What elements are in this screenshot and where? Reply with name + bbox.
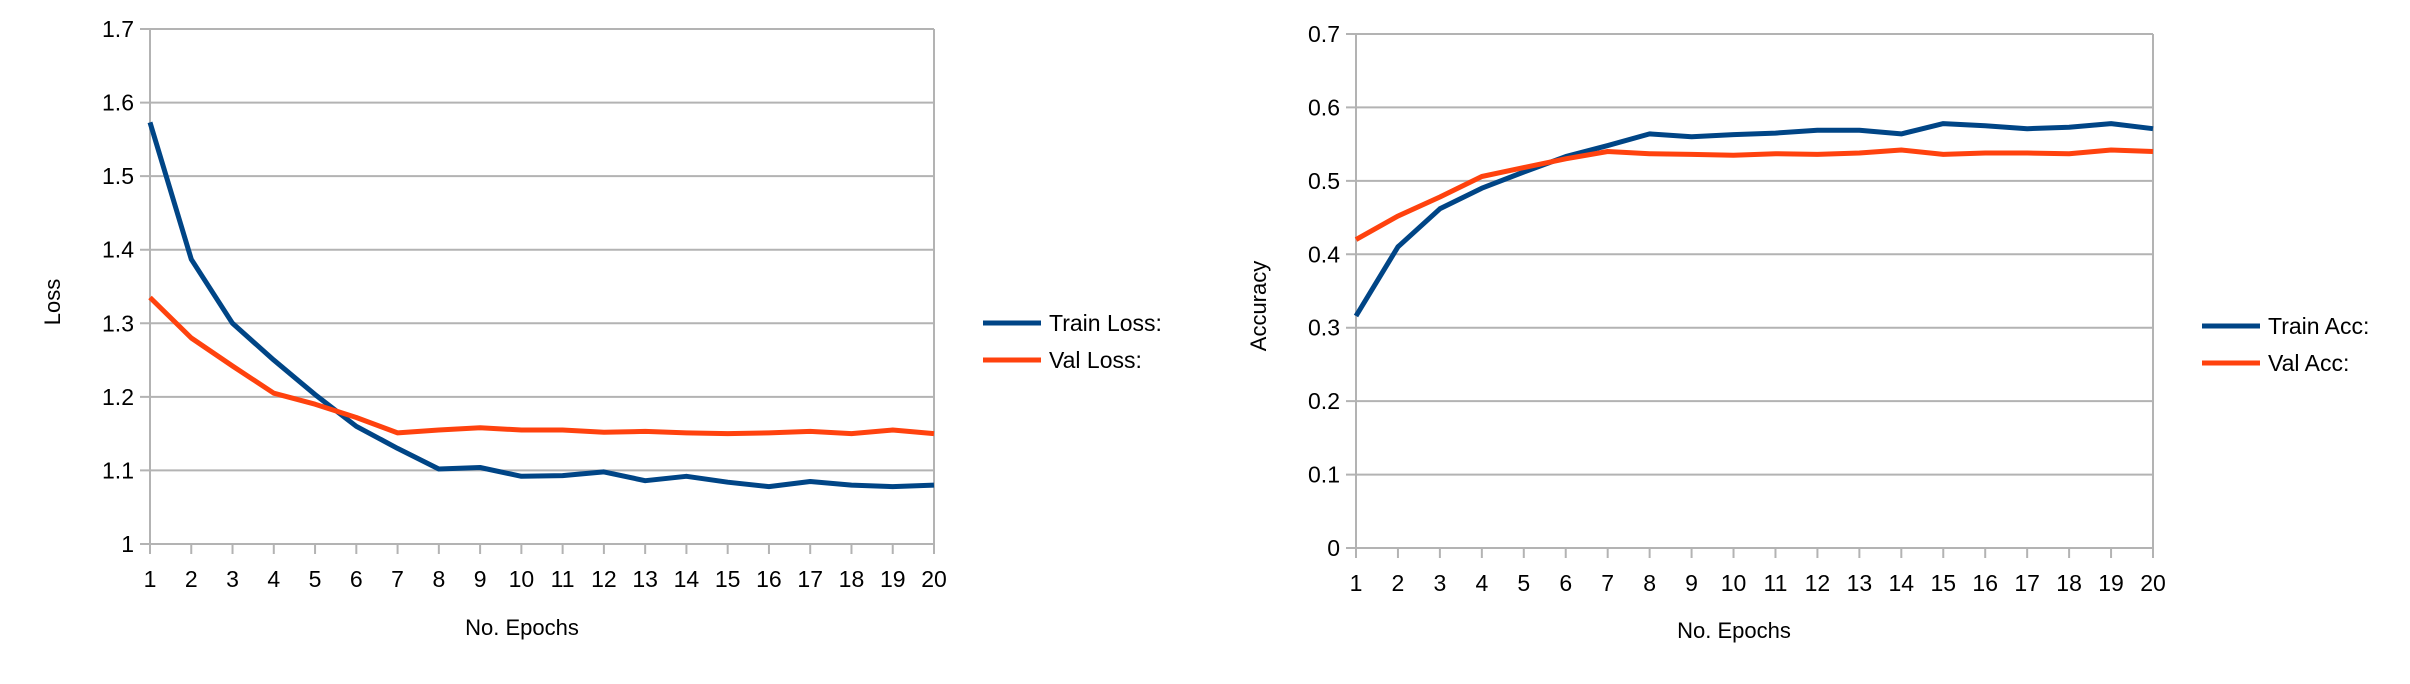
loss-x-tick-label: 16 [756, 566, 782, 592]
loss-x-tick-label: 1 [144, 566, 157, 592]
loss-y-tick-label: 1.7 [102, 16, 134, 42]
accuracy-x-tick-label: 15 [1930, 570, 1956, 596]
legend-label-val-loss: Val Loss: [1049, 347, 1142, 373]
loss-x-tick-label: 18 [839, 566, 865, 592]
accuracy-x-tick-label: 3 [1433, 570, 1446, 596]
loss-x-tick-label: 4 [267, 566, 280, 592]
accuracy-x-tick-label: 4 [1475, 570, 1488, 596]
loss-y-tick-label: 1.2 [102, 384, 134, 410]
loss-x-tick-label: 12 [591, 566, 617, 592]
loss-y-tick-label: 1.5 [102, 163, 134, 189]
loss-x-tick-label: 20 [921, 566, 947, 592]
loss-x-axis-title: No. Epochs [465, 615, 579, 640]
accuracy-y-tick-label: 0.1 [1308, 462, 1340, 488]
loss-x-tick-label: 9 [474, 566, 487, 592]
accuracy-y-tick-label: 0.5 [1308, 168, 1340, 194]
accuracy-axes [1355, 34, 2154, 558]
accuracy-x-tick-label: 16 [1972, 570, 1998, 596]
loss-x-tick-label: 10 [509, 566, 535, 592]
loss-x-tick-label: 11 [551, 566, 575, 592]
loss-y-tick-label: 1.4 [102, 237, 134, 263]
accuracy-x-tick-labels: 1 2 3 4 5 6 7 8 9 10 11 12 13 14 15 16 17 18 19 20 [1350, 570, 2166, 596]
loss-y-axis-title: Loss [40, 279, 65, 325]
loss-x-tick-label: 13 [632, 566, 658, 592]
loss-x-tick-label: 2 [185, 566, 198, 592]
accuracy-y-tick-labels: 0 0.1 0.2 0.3 0.4 0.5 0.6 0.7 [1308, 21, 1340, 561]
loss-y-tick-label: 1 [121, 531, 134, 557]
accuracy-legend: Train Acc: Val Acc: [2202, 313, 2369, 376]
accuracy-x-axis-title: No. Epochs [1677, 618, 1791, 643]
loss-x-tick-label: 14 [674, 566, 700, 592]
legend-label-train-loss: Train Loss: [1049, 310, 1162, 336]
accuracy-x-tick-label: 12 [1805, 570, 1831, 596]
loss-chart: 11.11.21.31.41.51.61.7 1 2 3 4 5 6 7 8 9 10 11 12 13… [40, 16, 1162, 640]
loss-series-line-train-loss [147, 121, 935, 490]
loss-x-tick-label: 19 [880, 566, 906, 592]
loss-x-tick-label: 17 [797, 566, 823, 592]
loss-gridlines [140, 28, 934, 545]
loss-x-tick-label: 3 [226, 566, 239, 592]
loss-series-group [147, 121, 935, 490]
accuracy-x-tick-label: 6 [1559, 570, 1572, 596]
accuracy-y-tick-label: 0.4 [1308, 241, 1340, 267]
accuracy-x-tick-label: 10 [1721, 570, 1747, 596]
accuracy-x-tick-label: 8 [1643, 570, 1656, 596]
loss-x-tick-label: 6 [350, 566, 363, 592]
loss-y-tick-labels: 1 1.1 1.2 1.3 1.4 1.5 1.6 1.7 [102, 16, 134, 557]
accuracy-x-tick-label: 7 [1601, 570, 1614, 596]
accuracy-x-tick-label: 5 [1517, 570, 1530, 596]
accuracy-x-tick-label: 11 [1764, 570, 1788, 596]
accuracy-x-tick-label: 13 [1847, 570, 1873, 596]
loss-x-tick-label: 15 [715, 566, 741, 592]
accuracy-y-axis-title: Accuracy [1246, 261, 1271, 351]
accuracy-series-line-train-acc [1353, 121, 2154, 318]
accuracy-x-tick-label: 2 [1392, 570, 1405, 596]
accuracy-x-tick-label: 17 [2014, 570, 2040, 596]
loss-x-tick-label: 8 [432, 566, 445, 592]
accuracy-series-group [1353, 121, 2154, 318]
accuracy-x-tick-label: 9 [1685, 570, 1698, 596]
loss-axes [149, 29, 935, 554]
accuracy-y-tick-label: 0.6 [1308, 94, 1340, 120]
loss-series-line-val-loss [148, 295, 935, 437]
loss-y-tick-label: 1.3 [102, 310, 134, 336]
loss-y-tick-label: 1.6 [102, 90, 134, 116]
loss-x-tick-labels: 1 2 3 4 5 6 7 8 9 10 11 12 13 14 15 16 17 18 19 20 [144, 566, 947, 592]
accuracy-x-tick-label: 19 [2098, 570, 2124, 596]
accuracy-y-tick-label: 0.3 [1308, 315, 1340, 341]
legend-label-val-acc: Val Acc: [2268, 350, 2349, 376]
accuracy-x-tick-label: 20 [2140, 570, 2166, 596]
loss-legend: Train Loss: Val Loss: [983, 310, 1162, 373]
accuracy-y-tick-label: 0 [1327, 535, 1340, 561]
accuracy-series-line-val-acc [1354, 147, 2154, 242]
accuracy-x-tick-label: 1 [1350, 570, 1363, 596]
accuracy-chart: 00.10.20.30.40.50.60.7 1 2 3 4 5 6 7 8 9 10 11 12 13… [1246, 21, 2369, 643]
accuracy-gridlines [1346, 33, 2153, 549]
accuracy-y-tick-label: 0.7 [1308, 21, 1340, 47]
accuracy-y-tick-label: 0.2 [1308, 388, 1340, 414]
loss-x-tick-label: 7 [391, 566, 404, 592]
accuracy-x-tick-label: 14 [1889, 570, 1915, 596]
loss-y-tick-label: 1.1 [102, 457, 134, 483]
accuracy-x-tick-label: 18 [2056, 570, 2082, 596]
legend-label-train-acc: Train Acc: [2268, 313, 2369, 339]
loss-x-tick-label: 5 [309, 566, 322, 592]
